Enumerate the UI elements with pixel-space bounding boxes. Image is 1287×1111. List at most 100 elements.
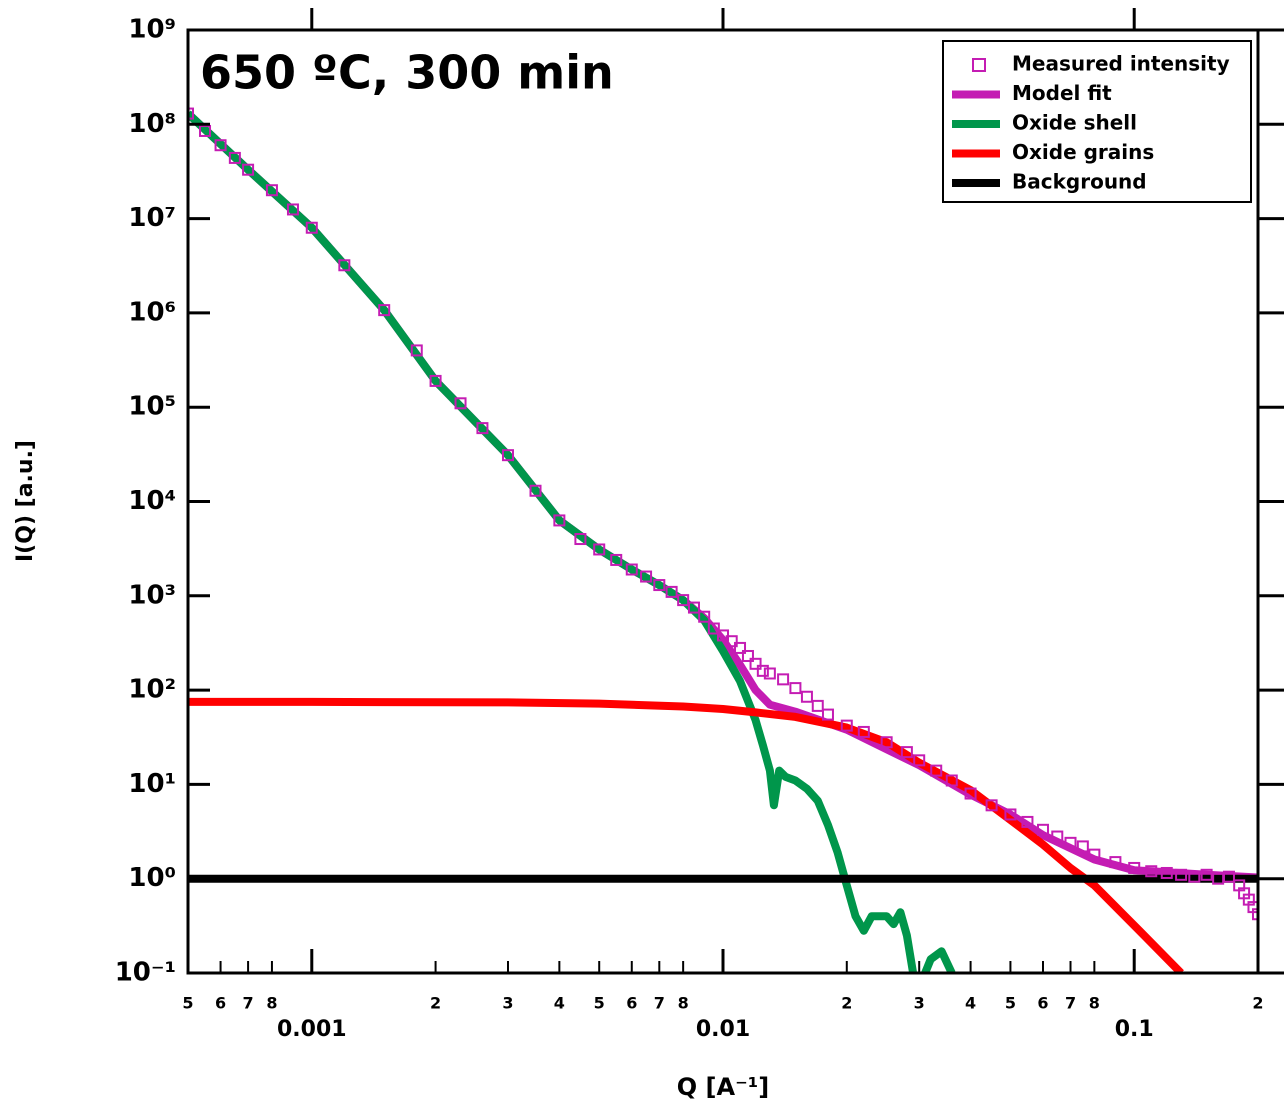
x-tick-label: 0.001 [277, 1017, 347, 1042]
x-tick-label: 5 [182, 994, 193, 1013]
data-point [553, 514, 566, 527]
x-tick-label: 8 [1089, 994, 1100, 1013]
data-point [1064, 836, 1077, 849]
data-point [188, 107, 194, 120]
data-point [1200, 868, 1213, 881]
data-point [687, 601, 700, 614]
x-axis-label: Q [A⁻¹] [677, 1073, 769, 1101]
x-tick-label: 2 [1252, 994, 1263, 1013]
data-point [763, 667, 776, 680]
y-tick-label: 10⁸ [128, 109, 176, 139]
series-line [188, 110, 1258, 882]
data-point [811, 699, 824, 712]
y-tick-label: 10¹ [128, 769, 176, 799]
data-point [501, 449, 514, 462]
x-tick-label: 7 [1065, 994, 1076, 1013]
data-point [653, 579, 666, 592]
data-point [214, 139, 227, 152]
y-tick-label: 10⁴ [128, 486, 176, 516]
data-point [985, 799, 998, 812]
x-tick-label: 2 [430, 994, 441, 1013]
y-tick-label: 10⁹ [128, 15, 176, 45]
data-point [1051, 830, 1064, 843]
x-tick-label: 2 [841, 994, 852, 1013]
data-point [789, 682, 802, 695]
data-point [338, 259, 351, 272]
data-point [741, 649, 754, 662]
data-point [610, 553, 623, 566]
data-point [725, 635, 738, 648]
data-point [410, 344, 423, 357]
data-point [777, 673, 790, 686]
data-point [593, 543, 606, 556]
data-point [476, 422, 489, 435]
x-tick-label: 6 [1037, 994, 1048, 1013]
data-point [900, 746, 913, 759]
data-point [454, 397, 467, 410]
data-point [1021, 815, 1034, 828]
y-tick-label: 10⁷ [128, 203, 176, 233]
x-tick-label: 0.1 [1115, 1017, 1154, 1042]
data-point [857, 725, 870, 738]
x-tick-label: 7 [654, 994, 665, 1013]
data-point [242, 163, 255, 176]
data-point [821, 708, 834, 721]
data-point [199, 124, 212, 137]
data-point [1252, 908, 1258, 921]
data-point [734, 641, 747, 654]
data-point [228, 151, 241, 164]
legend-label: Oxide grains [1012, 140, 1154, 164]
data-point [378, 304, 391, 317]
data-point [1004, 808, 1017, 821]
data-point [640, 570, 653, 583]
legend-label: Oxide shell [1012, 111, 1137, 135]
data-point [749, 657, 762, 670]
data-point [677, 594, 690, 607]
y-tick-label: 10⁻¹ [115, 958, 176, 988]
plot-area [188, 107, 1258, 973]
data-point [930, 764, 943, 777]
data-point [840, 719, 853, 732]
x-tick-label: 4 [554, 994, 565, 1013]
legend-label: Measured intensity [1012, 52, 1230, 76]
x-tick-label: 6 [215, 994, 226, 1013]
x-tick-label: 8 [678, 994, 689, 1013]
legend-label: Background [1012, 170, 1147, 194]
y-tick-label: 10⁶ [128, 297, 176, 327]
series-line [188, 697, 1184, 973]
data-point [1076, 840, 1089, 853]
data-point [1109, 856, 1122, 869]
data-point [800, 690, 813, 703]
data-point [625, 563, 638, 576]
data-point [1160, 866, 1173, 879]
data-point [698, 610, 711, 623]
data-point [265, 184, 278, 197]
data-point [1036, 823, 1049, 836]
data-point [707, 622, 720, 635]
annotation: 650 ºC, 300 min [200, 46, 614, 100]
data-point [913, 754, 926, 767]
data-point [1088, 848, 1101, 861]
x-tick-label: 5 [1005, 994, 1016, 1013]
x-tick-label: 7 [243, 994, 254, 1013]
legend-label: Model fit [1012, 81, 1112, 105]
y-tick-label: 10³ [128, 580, 176, 610]
x-tick-label: 4 [965, 994, 976, 1013]
data-point [1222, 870, 1235, 883]
data-point [1175, 868, 1188, 881]
data-point [574, 533, 587, 546]
data-point [665, 585, 678, 598]
data-point [429, 374, 442, 387]
data-point [964, 787, 977, 800]
data-point [286, 203, 299, 216]
x-tick-label: 5 [594, 994, 605, 1013]
y-axis-label: I(Q) [a.u.] [13, 440, 38, 562]
series-line [188, 110, 956, 973]
data-point [529, 484, 542, 497]
x-tick-label: 0.01 [696, 1017, 750, 1042]
x-tick-label: 3 [502, 994, 513, 1013]
data-point [1188, 870, 1201, 883]
data-point [756, 664, 769, 677]
y-tick-label: 10⁵ [128, 392, 176, 422]
